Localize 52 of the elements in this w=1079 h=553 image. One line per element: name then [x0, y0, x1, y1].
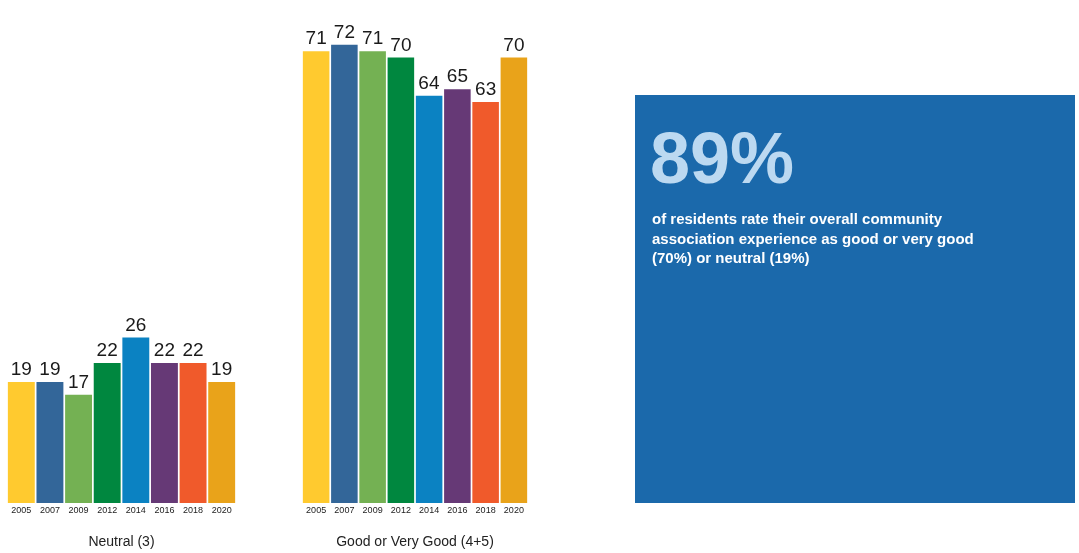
x-tick-label: 2020: [503, 505, 524, 515]
x-tick-label: 2016: [154, 505, 175, 515]
data-label: 22: [96, 338, 118, 360]
bar: [415, 95, 443, 503]
text: 89%: [650, 118, 795, 198]
bar: [302, 51, 330, 503]
text: of residents rate their overall community association experience as good or very good (70%) or neutral (19%): [652, 210, 974, 266]
bar: [150, 362, 178, 503]
x-tick-label: 2007: [334, 505, 355, 515]
bar: [208, 382, 236, 503]
x-tick-label: 2012: [390, 505, 411, 515]
bar: [122, 337, 150, 503]
bar: [179, 362, 207, 503]
x-tick-label: 2009: [68, 505, 89, 515]
data-label: 71: [362, 27, 384, 49]
data-label: 17: [67, 370, 90, 392]
x-tick-label: 2014: [419, 505, 440, 515]
x-axis-title: Neutral (3): [88, 533, 155, 550]
x-tick-label: 2005: [306, 505, 327, 515]
x-tick-label: 2012: [97, 505, 118, 515]
data-label: 26: [125, 313, 147, 335]
data-label: 19: [39, 358, 61, 380]
bar: [93, 362, 121, 503]
data-label: 64: [418, 71, 440, 93]
bar: [36, 382, 64, 503]
bar: [359, 51, 386, 503]
bar: [65, 394, 93, 503]
x-tick-label: 2020: [211, 505, 232, 515]
x-tick-label: 2014: [125, 505, 146, 515]
x-axis-title: Good or Very Good (4+5): [336, 533, 494, 550]
data-label: 22: [153, 338, 176, 360]
data-label: 19: [211, 358, 233, 380]
bar: [472, 102, 499, 503]
bar: [331, 44, 358, 503]
data-label: 70: [503, 33, 525, 55]
data-label: 71: [305, 27, 327, 49]
bar: [7, 382, 35, 503]
data-label: 65: [446, 65, 468, 87]
data-label: 70: [390, 33, 412, 55]
x-tick-label: 2005: [11, 505, 32, 515]
bar: [387, 57, 415, 503]
data-label: 63: [475, 78, 497, 100]
bar: [444, 89, 471, 503]
bar: [500, 57, 528, 503]
x-tick-label: 2018: [183, 505, 204, 515]
data-label: 22: [182, 338, 204, 360]
x-tick-label: 2016: [447, 505, 468, 515]
x-tick-label: 2007: [39, 505, 60, 515]
x-tick-label: 2018: [475, 505, 496, 515]
data-label: 72: [333, 20, 355, 42]
x-tick-label: 2009: [362, 505, 383, 515]
data-label: 19: [10, 358, 32, 380]
